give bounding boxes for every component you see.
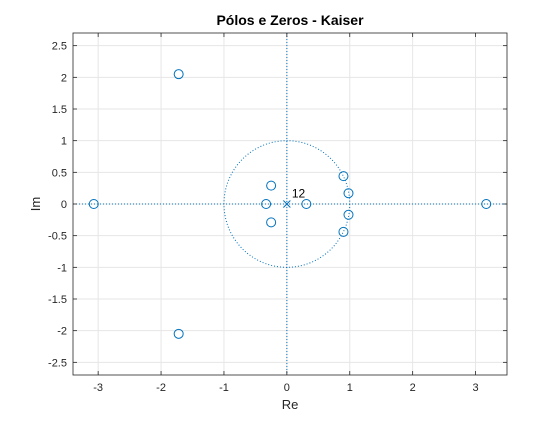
y-tick-label: 1: [61, 136, 67, 148]
zero-marker: [266, 180, 277, 191]
y-tick-label: 0: [61, 199, 67, 211]
zero-marker: [481, 199, 492, 209]
y-tick-label: 0.5: [52, 167, 67, 179]
zero-marker: [343, 209, 354, 220]
y-tick-label: 2.5: [52, 41, 67, 53]
chart-title: Pólos e Zeros - Kaiser: [216, 12, 364, 28]
x-tick-label: -3: [93, 382, 103, 394]
x-tick-label: 2: [410, 382, 416, 394]
x-tick-label: 3: [472, 382, 478, 394]
zero-marker: [343, 188, 354, 199]
y-tick-label: 1.5: [52, 104, 67, 116]
x-tick-label: -2: [156, 382, 166, 394]
markers: 12: [88, 69, 492, 339]
y-tick-label: -2.5: [48, 357, 67, 369]
y-axis-label: Im: [28, 197, 43, 211]
y-tick-label: -1: [57, 262, 67, 274]
zero-marker: [261, 199, 272, 209]
x-tick-label: 1: [347, 382, 353, 394]
zero-marker: [173, 69, 184, 80]
y-tick-label: -0.5: [48, 231, 67, 243]
pole-marker-stroke: [283, 200, 291, 208]
zero-marker: [338, 226, 349, 237]
ticks: -3 -2 -1 0 1 2 3-2.5-2-1.5-1-0.500.511.522.5: [48, 33, 507, 394]
y-tick-label: -1.5: [48, 294, 67, 306]
zero-marker: [338, 171, 349, 182]
y-tick-label: 2: [61, 72, 67, 84]
pole-marker: [283, 200, 291, 208]
zero-marker: [266, 217, 277, 228]
y-tick-label: -2: [57, 326, 67, 338]
x-tick-label: 0: [284, 382, 290, 394]
zero-marker: [88, 199, 99, 209]
zero-marker: [301, 199, 312, 209]
pole-multiplicity-label: 12: [292, 187, 306, 201]
x-axis-label: Re: [282, 397, 299, 412]
zero-marker: [173, 328, 184, 339]
x-tick-label: -1: [219, 382, 229, 394]
